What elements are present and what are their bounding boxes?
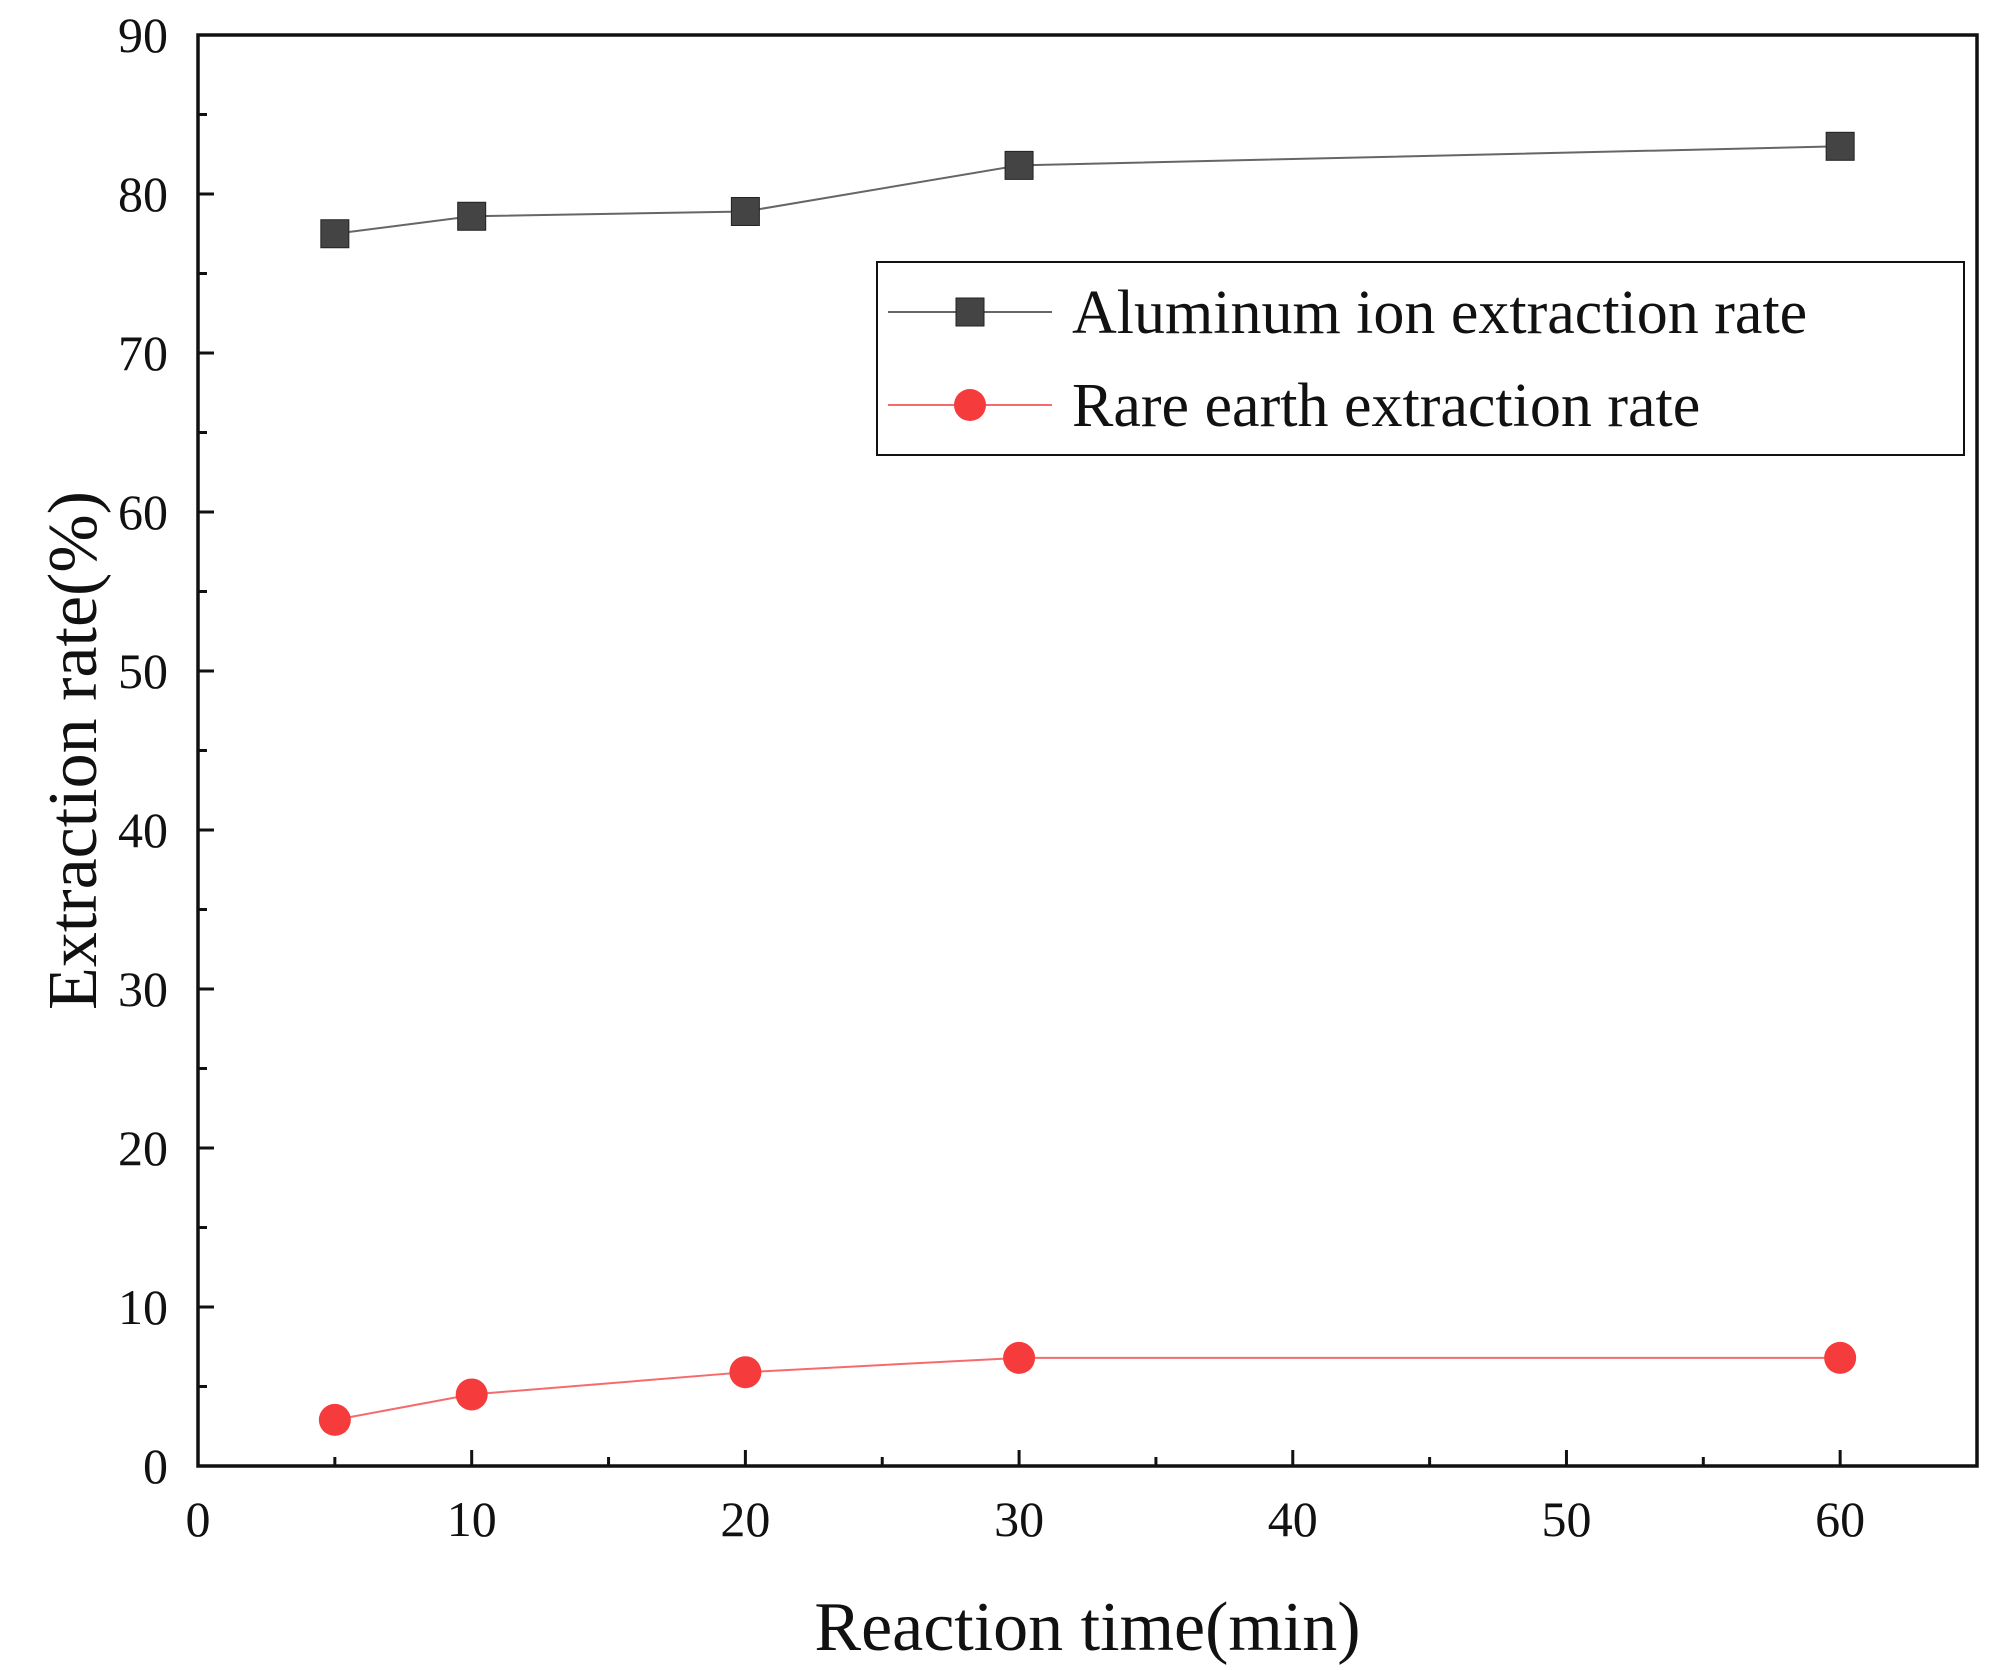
y-tick-label: 0	[143, 1438, 168, 1494]
data-point-rare-earth	[1003, 1341, 1036, 1374]
x-tick-label: 50	[1541, 1491, 1591, 1547]
y-tick-label: 60	[118, 484, 168, 540]
legend-marker-aluminum	[955, 297, 985, 327]
y-tick-label: 30	[118, 961, 168, 1017]
legend-marker-rare-earth	[954, 389, 986, 421]
data-point-rare-earth	[729, 1356, 762, 1389]
x-tick-labels: 0 10 20 30 40 50 60	[186, 1491, 1866, 1547]
x-tick-label: 0	[186, 1491, 211, 1547]
data-point-aluminum	[320, 219, 350, 249]
x-tick-label: 40	[1268, 1491, 1318, 1547]
legend-label-rare-earth: Rare earth extraction rate	[1072, 372, 1700, 440]
y-tick-labels: 0 10 20 30 40 50 60 70 80 90	[118, 7, 168, 1494]
y-tick-label: 90	[118, 7, 168, 63]
legend-box	[876, 261, 1965, 456]
series-line-rare-earth	[334, 1356, 1841, 1421]
y-axis-title: Extraction rate(%)	[35, 491, 112, 1010]
x-axis-title: Reaction time(min)	[814, 1589, 1360, 1666]
data-point-rare-earth	[455, 1378, 488, 1411]
x-tick-label: 20	[720, 1491, 770, 1547]
major-ticks	[196, 33, 1842, 1468]
data-point-aluminum	[1825, 131, 1855, 161]
data-point-rare-earth	[1824, 1341, 1857, 1374]
data-point-rare-earth	[318, 1403, 351, 1436]
series-line-aluminum	[334, 145, 1841, 235]
x-tick-label: 30	[994, 1491, 1044, 1547]
series-markers	[318, 131, 1857, 1436]
y-tick-label: 40	[118, 802, 168, 858]
y-tick-label: 80	[118, 166, 168, 222]
x-tick-label: 60	[1815, 1491, 1865, 1547]
legend: Aluminum ion extraction rate Rare earth …	[876, 261, 1965, 456]
data-point-aluminum	[730, 196, 760, 226]
y-tick-label: 50	[118, 643, 168, 699]
data-point-aluminum	[457, 201, 487, 231]
y-tick-label: 70	[118, 325, 168, 381]
y-tick-label: 20	[118, 1120, 168, 1176]
y-tick-label: 10	[118, 1279, 168, 1335]
plot-frame	[196, 33, 1979, 1468]
data-point-aluminum	[1004, 150, 1034, 180]
legend-label-aluminum: Aluminum ion extraction rate	[1072, 279, 1807, 347]
x-tick-label: 10	[447, 1491, 497, 1547]
